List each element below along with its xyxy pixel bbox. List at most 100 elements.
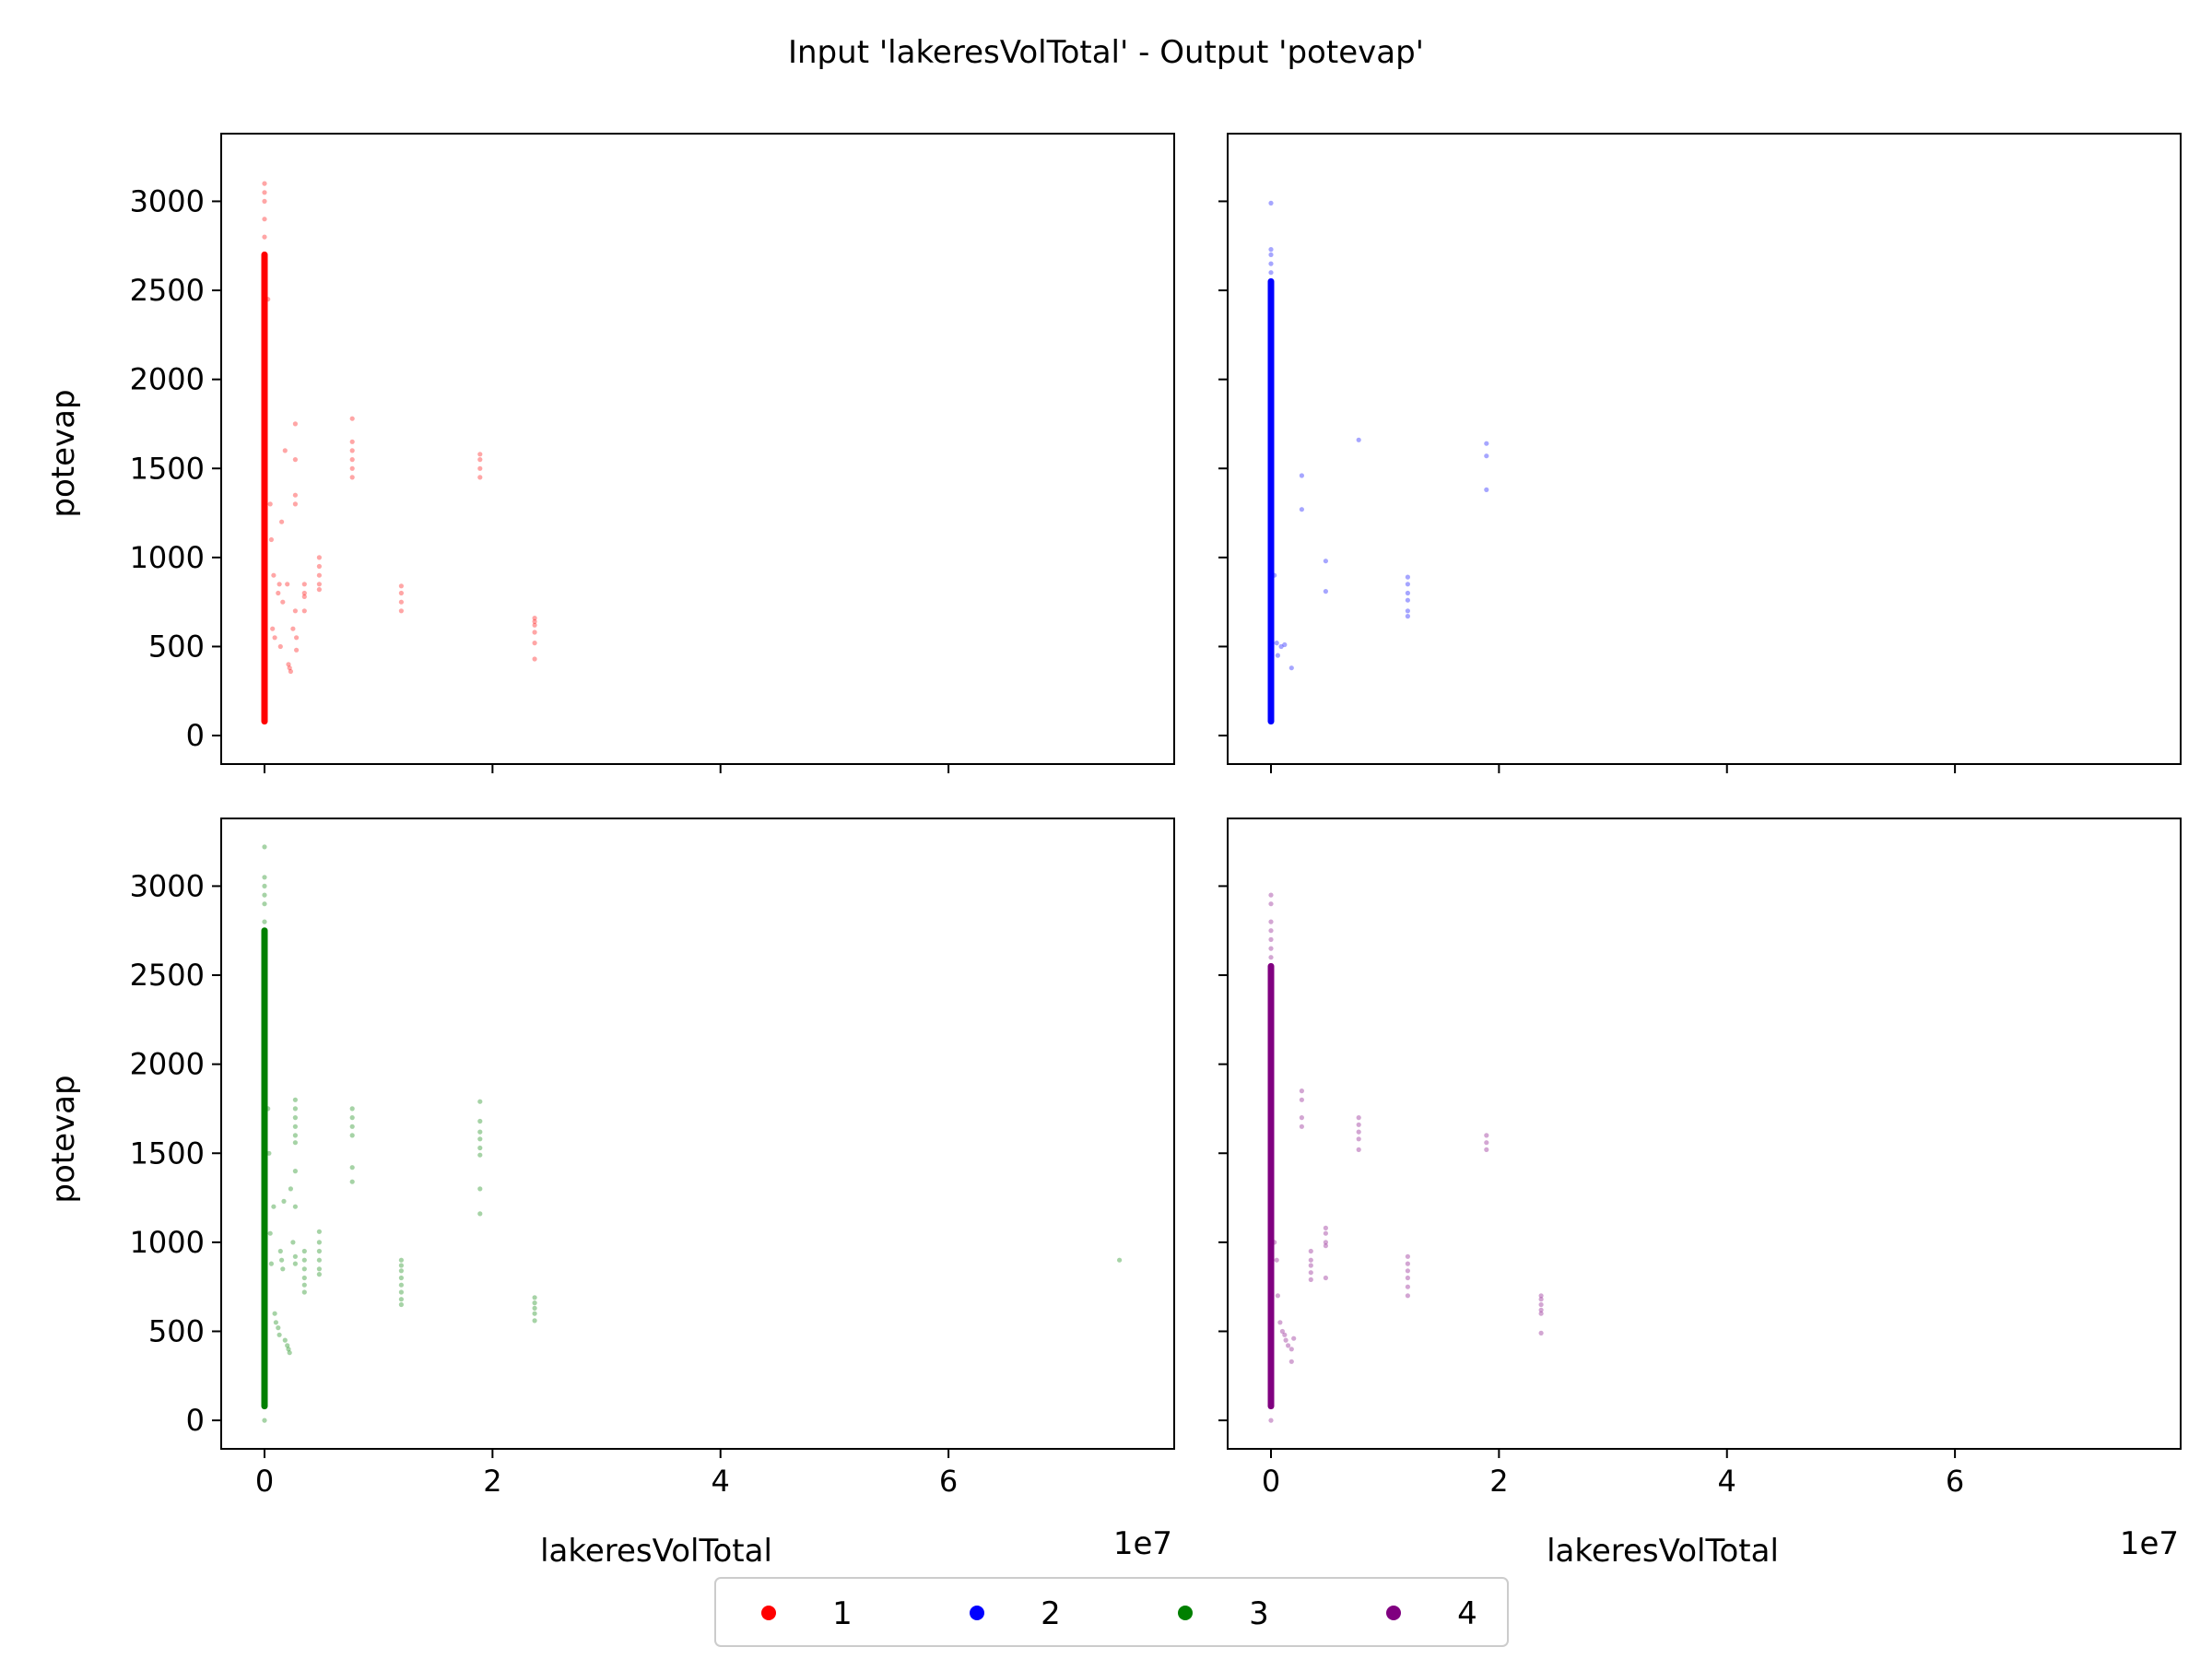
scatter-point	[262, 892, 267, 898]
scatter-point	[1405, 574, 1410, 580]
scatter-point	[532, 1300, 537, 1306]
scatter-point	[532, 616, 537, 621]
scatter-point	[398, 583, 404, 589]
scatter-point	[270, 626, 276, 631]
scatter-point	[1356, 1147, 1361, 1152]
scatter-point	[1484, 453, 1489, 459]
scatter-point	[349, 457, 355, 463]
scatter-point	[1299, 1097, 1304, 1102]
scatter-point	[301, 1275, 307, 1281]
scatter-point	[477, 1118, 483, 1124]
scatter-point	[477, 1136, 483, 1142]
figure-title: Input 'lakeresVolTotal' - Output 'poteva…	[788, 34, 1424, 71]
legend-marker	[761, 1606, 776, 1620]
scatter-point	[1323, 1243, 1328, 1249]
scatter-point	[301, 608, 307, 614]
scatter-point	[398, 1275, 404, 1281]
scatter-point	[1275, 653, 1280, 658]
scatter-point	[1484, 1133, 1489, 1138]
legend-marker	[1386, 1606, 1401, 1620]
scatter-point	[262, 217, 267, 222]
legend-label: 4	[1457, 1595, 1477, 1632]
scatter-point	[1323, 1275, 1328, 1281]
scatter-point	[532, 1311, 537, 1316]
scatter-point	[1268, 892, 1274, 898]
x-tick-label: 2	[483, 1464, 501, 1499]
scatter-point	[292, 1140, 298, 1146]
scatter-point	[1268, 270, 1274, 276]
scatter-point	[276, 582, 282, 587]
scatter-point	[349, 416, 355, 421]
scatter-point	[398, 1257, 404, 1263]
scatter-point	[277, 1248, 283, 1254]
scatter-point	[349, 465, 355, 471]
y-axis-label: potevap	[45, 1075, 82, 1203]
legend-label: 3	[1249, 1595, 1269, 1632]
scatter-point	[349, 1115, 355, 1121]
scatter-point	[1538, 1311, 1544, 1316]
scatter-point	[262, 190, 267, 195]
y-tick-label: 2000	[130, 1047, 205, 1082]
scatter-point	[1272, 572, 1277, 578]
scatter-point	[1484, 441, 1489, 446]
scatter-point	[1268, 919, 1274, 924]
scatter-point	[477, 1099, 483, 1104]
scatter-point	[1484, 487, 1489, 493]
scatter-point	[1308, 1270, 1313, 1276]
scatter-point	[398, 590, 404, 596]
scatter-point	[1268, 247, 1274, 253]
scatter-point	[1282, 1332, 1288, 1337]
x-offset-text: 1e7	[1113, 1525, 1172, 1562]
scatter-point	[301, 590, 307, 596]
legend-marker	[970, 1606, 984, 1620]
y-tick-label: 2000	[130, 362, 205, 397]
x-axis-label: lakeresVolTotal	[540, 1533, 772, 1570]
y-tick-label: 1500	[130, 451, 205, 486]
scatter-point	[532, 622, 537, 628]
scatter-point	[316, 587, 322, 593]
scatter-point	[349, 475, 355, 480]
legend-marker	[1178, 1606, 1193, 1620]
scatter-point	[292, 1097, 298, 1102]
scatter-point	[1299, 1124, 1304, 1129]
scatter-point	[292, 1169, 298, 1174]
scatter-point	[1268, 928, 1274, 934]
scatter-point	[1268, 955, 1274, 960]
axes-frame	[220, 133, 1175, 765]
scatter-point	[294, 647, 300, 653]
scatter-point	[1274, 1257, 1279, 1263]
scatter-point	[1299, 1088, 1304, 1094]
y-tick-label: 0	[186, 1403, 205, 1438]
scatter-point	[1405, 608, 1410, 614]
scatter-point	[1323, 559, 1328, 564]
scatter-point	[532, 629, 537, 635]
scatter-point	[1268, 1418, 1274, 1423]
scatter-point	[349, 1179, 355, 1184]
scatter-point	[532, 618, 537, 625]
scatter-point	[292, 608, 298, 614]
scatter-point	[1282, 641, 1288, 648]
x-tick-label: 6	[939, 1464, 958, 1499]
subplot-2	[1218, 133, 2182, 773]
scatter-point	[266, 1150, 272, 1156]
scatter-point	[262, 234, 267, 240]
scatter-point	[262, 883, 267, 889]
y-tick-label: 500	[148, 1313, 205, 1348]
scatter-point	[1323, 1240, 1328, 1245]
scatter-point	[262, 844, 267, 850]
scatter-point	[1268, 901, 1274, 907]
scatter-point	[265, 1106, 271, 1112]
scatter-point	[316, 572, 322, 578]
scatter-point	[288, 1186, 293, 1192]
scatter-point	[1538, 1301, 1544, 1308]
scatter-point	[280, 599, 286, 605]
scatter-point	[276, 1332, 282, 1337]
scatter-point	[301, 1282, 307, 1288]
scatter-point	[477, 465, 483, 471]
y-tick-label: 2500	[130, 958, 205, 993]
scatter-point	[294, 635, 300, 641]
y-tick-label: 1000	[130, 1225, 205, 1260]
scatter-point	[277, 643, 283, 650]
scatter-point	[273, 1320, 278, 1325]
scatter-point	[301, 1266, 307, 1272]
